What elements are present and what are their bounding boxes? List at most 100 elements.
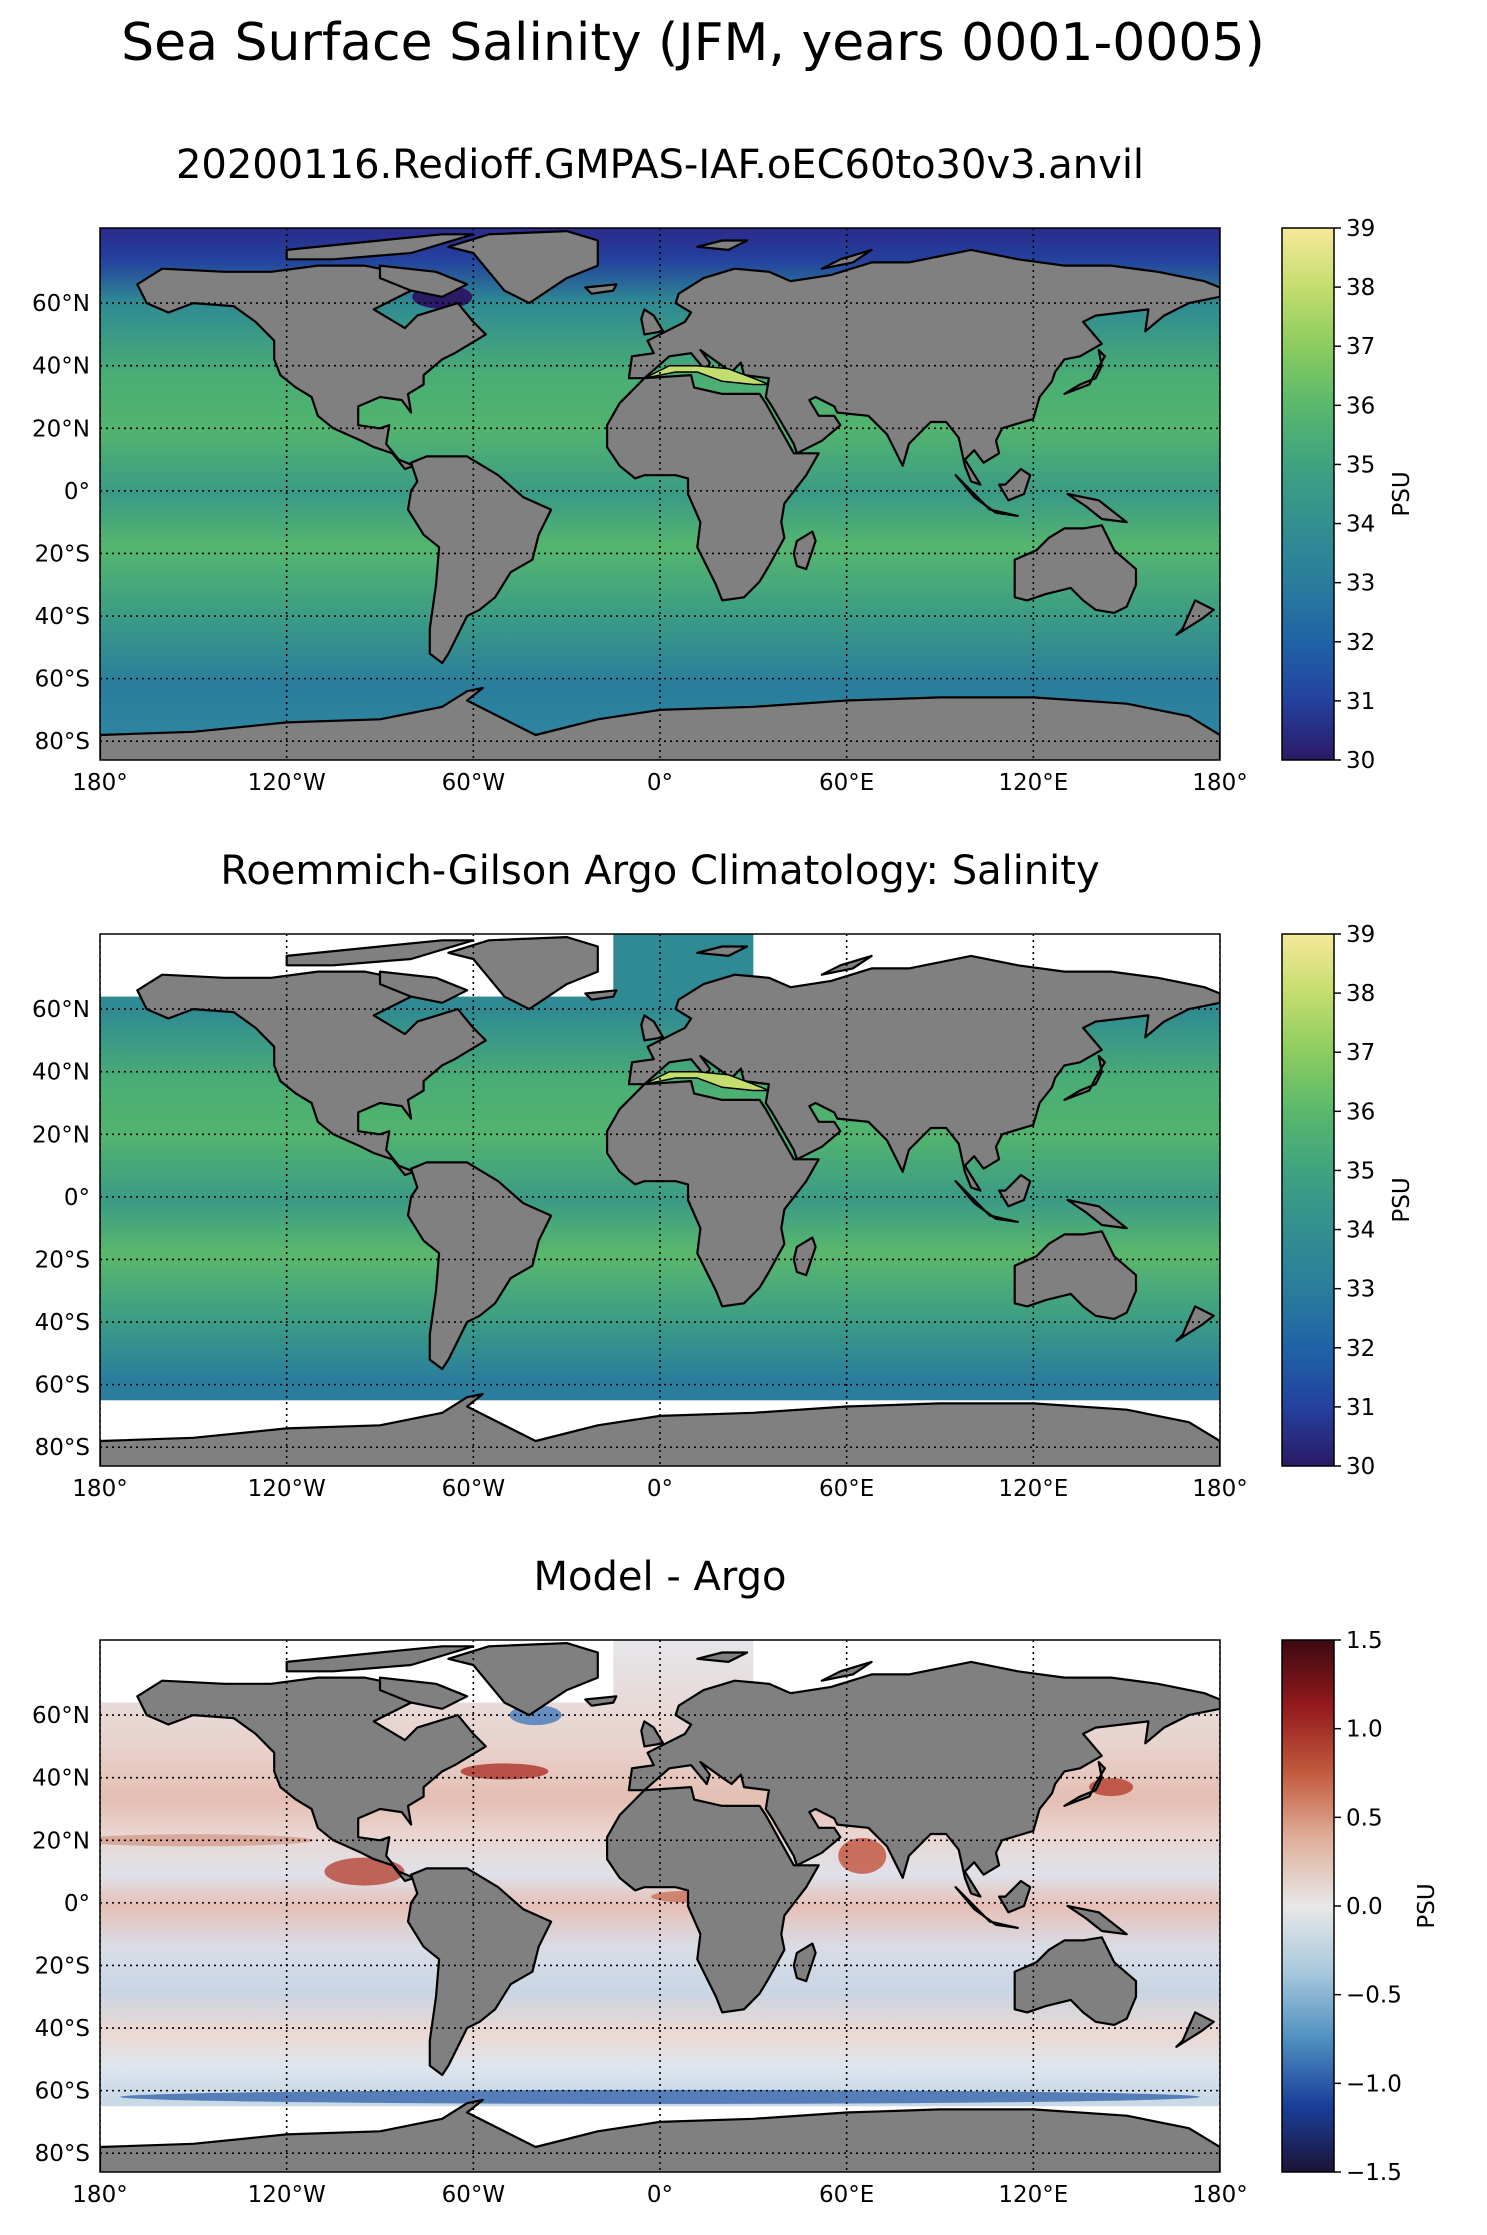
land-newZealand bbox=[1175, 2011, 1215, 2048]
colorbar-tick-label: −0.5 bbox=[1346, 1983, 1402, 2009]
colorbar-tick-label: 0.0 bbox=[1346, 1894, 1383, 1920]
map-panel-1: 20200116.Redioff.GMPAS-IAF.oEC60to30v3.a… bbox=[32, 142, 1415, 796]
colorbar-tick-label: 36 bbox=[1346, 393, 1375, 419]
land-baffin bbox=[378, 264, 469, 298]
land-northAmerica bbox=[136, 264, 487, 471]
colorbar-tick-label: 34 bbox=[1346, 512, 1375, 538]
land-japan bbox=[1063, 1054, 1107, 1101]
land-newGuinea bbox=[1066, 1904, 1128, 1936]
panel-title: 20200116.Redioff.GMPAS-IAF.oEC60to30v3.a… bbox=[176, 142, 1144, 188]
lat-tick-label: 40°S bbox=[35, 2016, 90, 2042]
map-frame bbox=[99, 227, 1221, 761]
lon-tick-label: 120°E bbox=[998, 2182, 1068, 2208]
lat-tick-label: 20°S bbox=[35, 1247, 90, 1273]
land-svalbard bbox=[696, 1651, 749, 1663]
land-greenland bbox=[447, 935, 599, 1011]
lon-tick-label: 60°E bbox=[819, 1476, 874, 1502]
lat-tick-label: 0° bbox=[64, 479, 90, 505]
lat-tick-label: 0° bbox=[64, 1185, 90, 1211]
lat-tick-label: 20°S bbox=[35, 1953, 90, 1979]
land-greenland bbox=[447, 229, 599, 305]
map-frame bbox=[99, 1639, 1221, 2173]
lat-tick-label: 20°N bbox=[32, 1122, 90, 1148]
lat-tick-label: 60°N bbox=[32, 291, 90, 317]
colorbar-tick-label: 38 bbox=[1346, 275, 1375, 301]
land-australia bbox=[1013, 1230, 1138, 1320]
lon-tick-label: 180° bbox=[1192, 2182, 1247, 2208]
anomaly-blob bbox=[324, 1857, 405, 1886]
lat-tick-label: 60°N bbox=[32, 1703, 90, 1729]
panel-title: Model - Argo bbox=[534, 1554, 787, 1600]
lon-tick-label: 0° bbox=[647, 2182, 673, 2208]
colorbar-tick-label: 39 bbox=[1346, 922, 1375, 948]
land-greenland bbox=[447, 1641, 599, 1717]
colorbar-tick-label: −1.0 bbox=[1346, 2071, 1402, 2097]
lat-tick-label: 80°S bbox=[35, 729, 90, 755]
colorbar-tick-label: 0.5 bbox=[1346, 1805, 1383, 1831]
land-indonesia bbox=[954, 1180, 1019, 1223]
land-newZealand bbox=[1175, 599, 1215, 636]
land-japan bbox=[1063, 348, 1107, 395]
lon-tick-label: 180° bbox=[1192, 770, 1247, 796]
colorbar-tick-label: 36 bbox=[1346, 1099, 1375, 1125]
lon-tick-label: 120°W bbox=[248, 1476, 326, 1502]
map-area bbox=[100, 228, 1220, 760]
colorbar-tick-label: 35 bbox=[1346, 452, 1375, 478]
colorbar: 1.5 1.0 0.5 0.0 −0.5 −1.0 −1.5 PSU bbox=[1281, 1628, 1440, 2186]
lon-tick-label: 60°W bbox=[442, 770, 506, 796]
land-africa bbox=[606, 374, 820, 602]
lon-tick-label: 60°W bbox=[442, 2182, 506, 2208]
land-madagascar bbox=[792, 1942, 817, 1983]
colorbar-tick-label: 37 bbox=[1346, 1040, 1375, 1066]
figure-title: Sea Surface Salinity (JFM, years 0001-00… bbox=[121, 13, 1265, 73]
lat-tick-label: 0° bbox=[64, 1891, 90, 1917]
colorbar-label: PSU bbox=[1389, 1177, 1415, 1222]
colorbar-tick-label: 33 bbox=[1346, 571, 1375, 597]
lon-tick-label: 120°E bbox=[998, 1476, 1068, 1502]
land-madagascar bbox=[792, 1236, 817, 1277]
lat-tick-label: 40°S bbox=[35, 604, 90, 630]
colorbar-tick-label: 33 bbox=[1346, 1277, 1375, 1303]
lat-tick-label: 20°S bbox=[35, 541, 90, 567]
colorbar-gradient bbox=[1281, 227, 1335, 761]
map-area bbox=[100, 934, 1220, 1466]
land-eurasia bbox=[627, 248, 1220, 486]
land-newZealand bbox=[1175, 1305, 1215, 1342]
land-borneo bbox=[997, 1879, 1032, 1914]
land-arcticIslands bbox=[285, 233, 475, 261]
lon-tick-label: 120°W bbox=[248, 2182, 326, 2208]
lon-tick-label: 180° bbox=[72, 770, 127, 796]
land-southAmerica bbox=[406, 455, 553, 665]
colorbar-gradient bbox=[1281, 933, 1335, 1467]
colorbar-label: PSU bbox=[1389, 471, 1415, 516]
colorbar-tick-label: 39 bbox=[1346, 216, 1375, 242]
lon-tick-label: 60°W bbox=[442, 1476, 506, 1502]
colorbar-gradient bbox=[1281, 1639, 1335, 2173]
lon-tick-label: 180° bbox=[72, 2182, 127, 2208]
lon-tick-label: 120°W bbox=[248, 770, 326, 796]
lat-tick-label: 40°N bbox=[32, 1060, 90, 1086]
colorbar-tick-label: 38 bbox=[1346, 981, 1375, 1007]
land-iceland bbox=[584, 1695, 618, 1707]
colorbar-tick-label: 37 bbox=[1346, 334, 1375, 360]
colorbar-tick-label: 32 bbox=[1346, 1336, 1375, 1362]
lat-tick-label: 60°S bbox=[35, 667, 90, 693]
lat-tick-label: 20°N bbox=[32, 1828, 90, 1854]
lon-tick-label: 0° bbox=[647, 1476, 673, 1502]
lat-tick-label: 40°N bbox=[32, 354, 90, 380]
lat-tick-label: 80°S bbox=[35, 2141, 90, 2167]
lat-tick-label: 60°N bbox=[32, 997, 90, 1023]
land-africa bbox=[606, 1080, 820, 1308]
lat-tick-label: 60°S bbox=[35, 1373, 90, 1399]
map-panel-3: Model - Argo 180° 120°W 60°W 0° 60°E 120°E 180°… bbox=[32, 1554, 1440, 2208]
anomaly-blob bbox=[100, 1834, 314, 1847]
colorbar-tick-label: 1.5 bbox=[1346, 1628, 1383, 1654]
colorbar-tick-label: 35 bbox=[1346, 1158, 1375, 1184]
colorbar-label: PSU bbox=[1414, 1883, 1440, 1928]
colorbar-tick-label: 1.0 bbox=[1346, 1717, 1383, 1743]
lon-tick-label: 60°E bbox=[819, 770, 874, 796]
land-baffin bbox=[378, 1676, 469, 1710]
colorbar-tick-label: 30 bbox=[1346, 1454, 1375, 1480]
land-southAmerica bbox=[406, 1867, 553, 2077]
land-northAmerica bbox=[136, 970, 487, 1177]
